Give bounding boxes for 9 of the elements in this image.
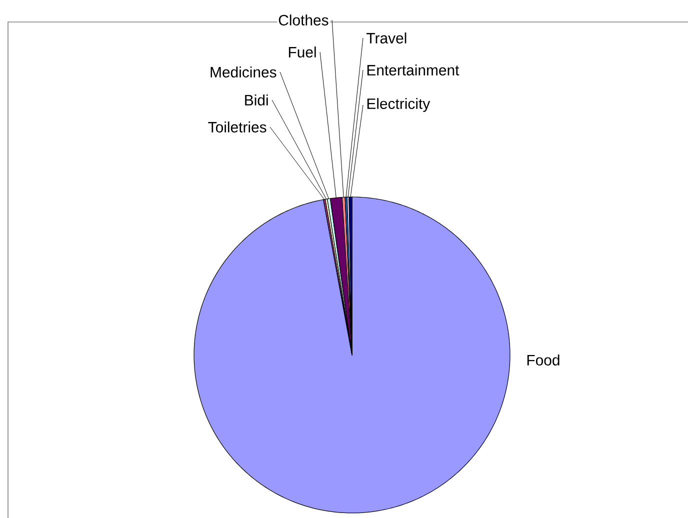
slice-label: Toiletries <box>208 122 266 132</box>
slice-label: Bidi <box>245 94 268 106</box>
slice-label: Travel <box>366 32 406 44</box>
slice-label: Fuel <box>288 46 316 58</box>
slice-label: Entertainment <box>367 64 460 76</box>
slice-label: Medicines <box>210 66 276 78</box>
slice-label: Electricity <box>367 98 430 112</box>
slice-label: Clothes <box>278 14 328 26</box>
slice-label: Food <box>527 354 560 366</box>
